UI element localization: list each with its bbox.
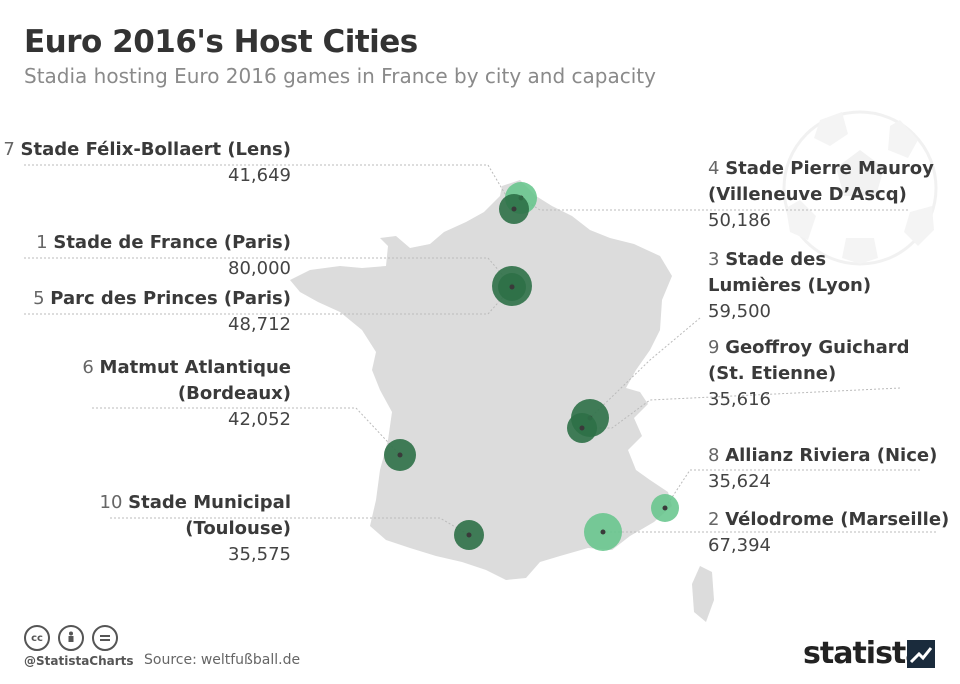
stadium-name: Stade Pierre Mauroy	[725, 158, 934, 179]
label-matmut-atlantique: 6 Matmut Atlantique (Bordeaux) 42,052	[82, 355, 291, 433]
label-geoffroy-guichard: 9 Geoffroy Guichard (St. Etienne) 35,616	[708, 335, 910, 413]
stadium-capacity: 41,649	[228, 165, 291, 186]
leader-line	[664, 469, 920, 509]
label-stade-pierre-mauroy: 4 Stade Pierre Mauroy (Villeneuve D’Ascq…	[708, 156, 934, 234]
stadium-name-line2: Lumières (Lyon)	[708, 275, 872, 296]
stadium-capacity: 42,052	[228, 409, 291, 430]
source-note: Source: weltfußball.de	[144, 652, 300, 668]
license-icons: cc	[24, 625, 118, 651]
statista-logo[interactable]: statista	[803, 636, 926, 671]
stadium-name: Stade de France (Paris)	[53, 232, 291, 253]
stadium-capacity: 67,394	[708, 535, 771, 556]
rank: 6	[82, 357, 94, 378]
by-icon	[58, 625, 84, 651]
stadium-capacity: 50,186	[708, 210, 771, 231]
stadium-location-dot	[579, 425, 585, 431]
label-stade-des-lumieres: 3 Stade des Lumières (Lyon) 59,500	[708, 247, 871, 325]
stadium-name-line2: (Toulouse)	[185, 518, 291, 539]
stadium-capacity: 35,575	[228, 544, 291, 565]
stadium-name-line2: (Villeneuve D’Ascq)	[708, 184, 907, 205]
soccer-ball-icon	[782, 110, 938, 266]
stadium-location-dot	[662, 505, 668, 511]
twitter-handle[interactable]: @StatistaCharts	[24, 654, 134, 668]
rank: 2	[708, 509, 720, 530]
rank: 4	[708, 158, 720, 179]
stadium-name: Vélodrome (Marseille)	[725, 509, 950, 530]
label-stade-municipal: 10 Stade Municipal (Toulouse) 35,575	[100, 490, 291, 568]
rank: 9	[708, 337, 720, 358]
stadium-name: Parc des Princes (Paris)	[50, 288, 291, 309]
stadium-name: Matmut Atlantique	[99, 357, 291, 378]
stadium-name: Stade des	[725, 249, 827, 270]
page-title: Euro 2016's Host Cities	[24, 24, 418, 60]
stadium-name: Stade Municipal	[128, 492, 291, 513]
source-value: weltfußball.de	[200, 652, 301, 668]
label-stade-de-france: 1 Stade de France (Paris) 80,000	[36, 230, 291, 282]
france-shape	[290, 180, 672, 580]
rank: 8	[708, 445, 720, 466]
stadium-capacity: 35,616	[708, 389, 771, 410]
stadium-location-dot	[466, 532, 472, 538]
rank: 10	[99, 492, 123, 513]
stadium-name: Allianz Riviera (Nice)	[725, 445, 938, 466]
stadium-location-dot	[600, 529, 606, 535]
stadium-name-line2: (Bordeaux)	[177, 383, 291, 404]
rank: 1	[36, 232, 48, 253]
leader-line	[589, 317, 701, 419]
stadium-location-dot	[509, 284, 515, 290]
label-velodrome: 2 Vélodrome (Marseille) 67,394	[708, 507, 949, 559]
stadium-name: Geoffroy Guichard	[725, 337, 910, 358]
source-label: Source:	[144, 652, 197, 668]
leader-line	[520, 197, 908, 211]
stadium-capacity: 35,624	[708, 471, 771, 492]
label-parc-des-princes: 5 Parc des Princes (Paris) 48,712	[33, 286, 291, 338]
stadium-capacity: 48,712	[228, 314, 291, 335]
label-allianz-riviera: 8 Allianz Riviera (Nice) 35,624	[708, 443, 937, 495]
stadium-name: Stade Félix-Bollaert (Lens)	[20, 139, 291, 160]
stadium-capacity: 80,000	[228, 258, 291, 279]
stadium-capacity: 59,500	[708, 301, 771, 322]
leader-line	[24, 164, 515, 210]
rank: 5	[33, 288, 45, 309]
stadium-location-dot	[511, 206, 517, 212]
rank: 7	[3, 139, 15, 160]
rank: 3	[708, 249, 720, 270]
statista-logo-mark-icon	[907, 640, 935, 668]
nd-icon	[92, 625, 118, 651]
stadium-location-dot	[397, 452, 403, 458]
stadium-name-line2: (St. Etienne)	[708, 363, 837, 384]
corsica-shape	[692, 566, 714, 622]
cc-icon: cc	[24, 625, 50, 651]
leader-line	[92, 407, 401, 456]
page-subtitle: Stadia hosting Euro 2016 games in France…	[24, 64, 656, 88]
label-stade-felix-bollaert: 7 Stade Félix-Bollaert (Lens) 41,649	[3, 137, 291, 189]
